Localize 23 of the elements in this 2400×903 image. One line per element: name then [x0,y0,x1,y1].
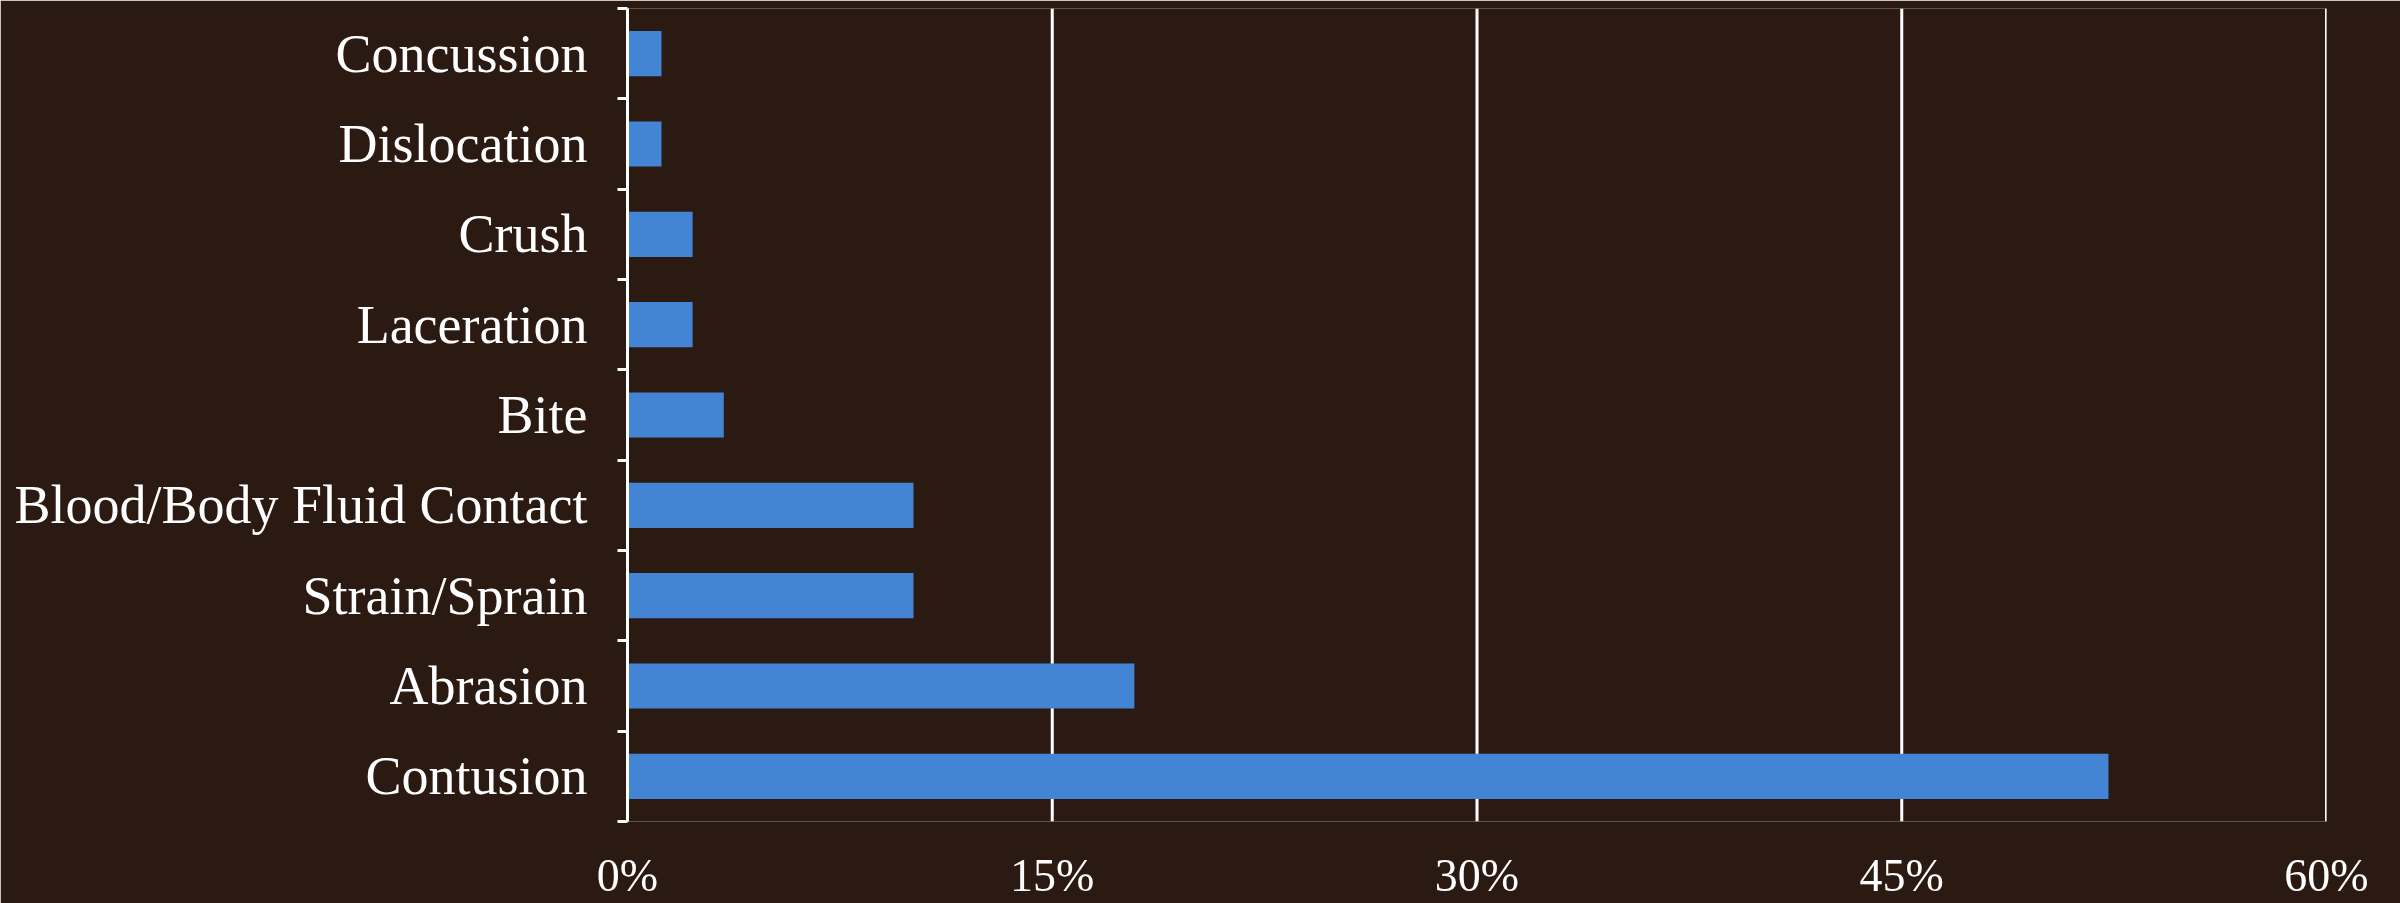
bar [627,753,2109,799]
y-tick-label: Bite [497,385,588,445]
x-tick-label: 45% [1859,849,1944,901]
y-tick-label: Contusion [365,746,588,807]
y-tick-label: Dislocation [338,114,588,174]
bar [627,392,724,438]
y-tick-label: Blood/Body Fluid Contact [14,475,588,536]
bar [627,31,662,77]
y-tick-label: Abrasion [389,656,588,716]
y-tick-label: Crush [458,204,588,265]
x-tick-label: 30% [1434,849,1520,901]
y-tick-label: Strain/Sprain [302,565,588,626]
x-tick-label: 60% [2284,849,2369,901]
bar [627,211,693,257]
y-tick-label: Laceration [356,294,588,355]
bar [627,573,914,619]
y-tick-label: Concussion [335,23,588,84]
bar [627,663,1135,709]
bar [627,302,693,348]
x-tick-label: 15% [1010,849,1095,901]
bar [627,121,662,167]
x-tick-label: 0% [596,849,659,901]
bar [627,482,914,528]
